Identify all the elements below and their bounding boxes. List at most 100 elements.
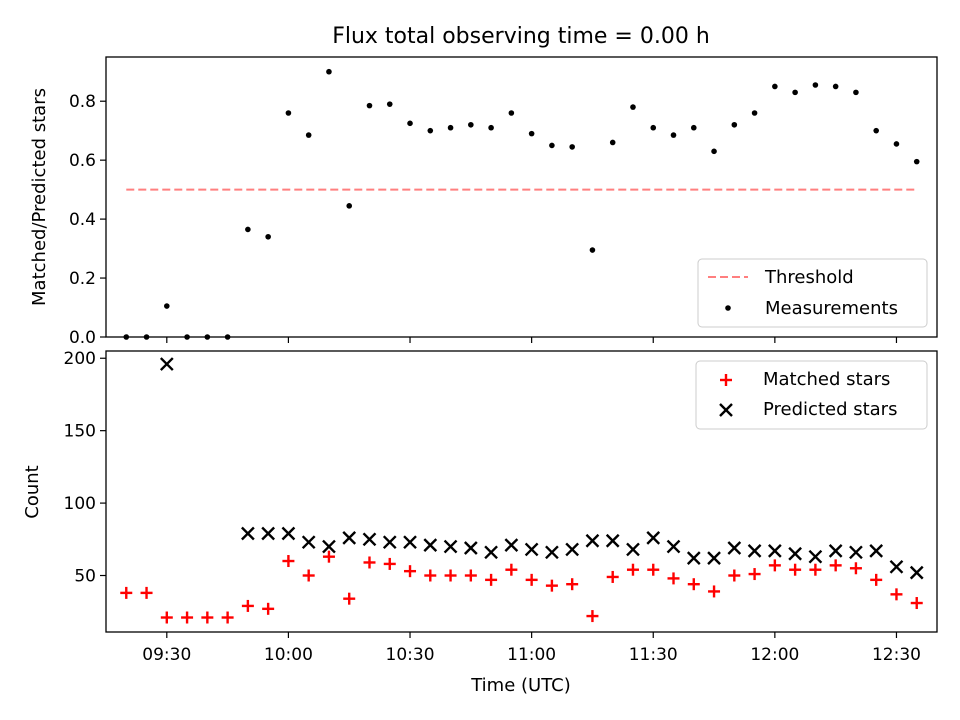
measurement-point bbox=[893, 141, 900, 147]
measurement-point bbox=[751, 110, 758, 116]
ratio-y-tick-label: 0.8 bbox=[69, 92, 96, 112]
ratio-y-tick-label: 0.2 bbox=[69, 269, 96, 289]
x-tick-label: 11:30 bbox=[629, 645, 678, 665]
measurement-point bbox=[305, 132, 312, 138]
predicted-star-point bbox=[889, 559, 904, 574]
measurement-point bbox=[670, 132, 677, 138]
predicted-star-point bbox=[605, 533, 620, 548]
matched-star-point bbox=[181, 611, 194, 624]
legend-measurements-swatch bbox=[725, 305, 731, 311]
measurement-point bbox=[245, 226, 251, 233]
measurement-point bbox=[690, 124, 697, 131]
measurement-point bbox=[164, 303, 170, 309]
predicted-star-point bbox=[707, 551, 721, 565]
measurement-point bbox=[792, 89, 798, 96]
x-tick-label: 09:30 bbox=[142, 645, 191, 665]
matched-star-point bbox=[282, 555, 295, 568]
matched-star-point bbox=[809, 563, 822, 576]
matched-star-point bbox=[302, 569, 315, 582]
count-y-axis-label: Count bbox=[22, 465, 43, 518]
x-axis-label: Time (UTC) bbox=[470, 675, 571, 696]
count-panel: 50 100 150 200 09:30 10:00 10:30 11:00 11:30 12:0… bbox=[22, 349, 938, 696]
matched-star-point bbox=[829, 559, 842, 572]
matched-star-point bbox=[626, 563, 639, 576]
predicted-star-point bbox=[666, 539, 681, 554]
predicted-star-point bbox=[403, 535, 417, 550]
predicted-star-point bbox=[504, 538, 519, 552]
predicted-star-point bbox=[646, 531, 661, 545]
count-plot-area: 50 100 150 200 09:30 10:00 10:30 11:00 11:30 12:0… bbox=[64, 349, 924, 665]
predicted-star-point bbox=[545, 545, 559, 560]
count-y-tick-label: 200 bbox=[64, 349, 96, 369]
predicted-star-point bbox=[301, 535, 316, 550]
measurement-point bbox=[407, 120, 413, 127]
ratio-legend-box bbox=[697, 258, 928, 328]
predicted-star-point bbox=[585, 533, 600, 548]
predicted-star-point bbox=[909, 565, 924, 580]
ratio-legend: Threshold Measurements bbox=[697, 258, 928, 328]
count-legend: Matched stars Predicted stars bbox=[695, 360, 928, 430]
matched-star-point bbox=[708, 585, 721, 598]
matched-star-point bbox=[343, 592, 356, 605]
x-tick-label: 11:00 bbox=[507, 645, 556, 665]
matched-star-point bbox=[687, 578, 700, 591]
predicted-star-point bbox=[849, 545, 863, 560]
predicted-star-point bbox=[423, 538, 438, 552]
predicted-star-point bbox=[869, 544, 884, 558]
matched-star-point bbox=[485, 573, 498, 586]
predicted-star-point bbox=[382, 535, 397, 550]
count-y-tick-label: 50 bbox=[74, 567, 96, 587]
legend-measurements-label: Measurements bbox=[765, 298, 898, 319]
predicted-star-point bbox=[443, 539, 458, 554]
measurement-point bbox=[609, 139, 616, 146]
ratio-y-tick-label: 0.4 bbox=[69, 210, 96, 230]
legend-predicted-label: Predicted stars bbox=[763, 399, 897, 420]
predicted-star-point bbox=[768, 544, 782, 558]
measurement-point bbox=[346, 203, 353, 209]
measurement-point bbox=[873, 127, 879, 134]
ratio-axes-frame bbox=[105, 56, 938, 338]
measurement-point bbox=[285, 110, 292, 116]
ratio-y-tick-label: 0.0 bbox=[69, 328, 96, 348]
predicted-star-point bbox=[261, 526, 275, 541]
x-tick-label: 10:30 bbox=[386, 645, 435, 665]
x-tick-label: 12:00 bbox=[750, 645, 799, 665]
matched-star-point bbox=[444, 569, 457, 582]
predicted-star-point bbox=[322, 539, 336, 554]
predicted-star-point bbox=[727, 541, 742, 555]
matched-star-point bbox=[586, 610, 599, 623]
matched-star-point bbox=[160, 611, 173, 624]
predicted-star-point bbox=[281, 526, 296, 541]
x-tick-label: 12:30 bbox=[872, 645, 921, 665]
predicted-star-point bbox=[524, 542, 539, 557]
measurement-point bbox=[772, 83, 778, 90]
measurement-point bbox=[589, 247, 596, 253]
matched-star-point bbox=[383, 557, 396, 570]
matched-star-point bbox=[728, 569, 741, 582]
measurement-point bbox=[812, 82, 819, 88]
matched-star-point bbox=[768, 559, 781, 572]
count-axes-frame bbox=[105, 350, 938, 633]
measurement-point bbox=[528, 130, 535, 137]
measurement-point bbox=[508, 110, 515, 116]
measurement-point bbox=[326, 68, 332, 75]
count-y-tick-label: 150 bbox=[64, 422, 96, 442]
matched-star-point bbox=[262, 602, 275, 615]
matched-star-point bbox=[789, 563, 802, 576]
predicted-star-point bbox=[828, 544, 843, 558]
x-tick-label: 10:00 bbox=[264, 645, 313, 665]
measurement-point bbox=[569, 144, 575, 150]
measurement-point bbox=[427, 127, 434, 134]
matched-star-point bbox=[363, 556, 376, 569]
measurement-point bbox=[386, 101, 393, 107]
predicted-star-point bbox=[808, 549, 823, 564]
matched-star-point bbox=[221, 611, 234, 624]
measurement-point bbox=[832, 83, 839, 90]
chart-title: Flux total observing time = 0.00 h bbox=[332, 24, 710, 49]
predicted-star-point bbox=[686, 551, 701, 565]
matched-star-point bbox=[241, 599, 254, 612]
matched-star-point bbox=[424, 569, 437, 582]
measurement-point bbox=[549, 142, 555, 149]
matched-star-point bbox=[910, 597, 923, 610]
